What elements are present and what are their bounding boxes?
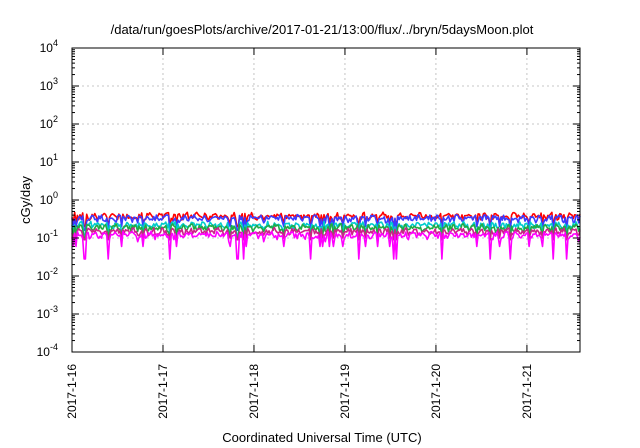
- x-tick-label: 2017-1-19: [338, 364, 352, 419]
- x-tick-label: 2017-1-16: [65, 364, 79, 419]
- x-axis-label: Coordinated Universal Time (UTC): [222, 430, 421, 445]
- series-layer: [71, 211, 581, 260]
- y-tick-label: 101: [40, 152, 58, 169]
- series-line-3: [71, 220, 581, 236]
- y-tick-label: 10-4: [37, 342, 58, 359]
- x-tick-label: 2017-1-17: [156, 364, 170, 419]
- y-axis-label: cGy/day: [18, 176, 33, 224]
- ticks: 10-4 10-3 10-2 10-1 100 101 102 103 104 2017-1-16…: [37, 38, 580, 419]
- x-tick-label: 2017-1-18: [247, 364, 261, 419]
- y-tick-label: 102: [40, 114, 58, 131]
- y-tick-label: 10-3: [37, 304, 58, 321]
- series-line-2: [71, 213, 581, 231]
- y-tick-label: 103: [40, 76, 58, 93]
- x-tick-label: 2017-1-21: [520, 364, 534, 419]
- y-tick-label: 104: [40, 38, 58, 55]
- series-line-6: [71, 230, 581, 260]
- grid: [72, 48, 580, 352]
- y-tick-label: 100: [40, 190, 58, 207]
- x-tick-label: 2017-1-20: [429, 364, 443, 419]
- y-tick-label: 10-2: [37, 266, 58, 283]
- y-tick-label: 10-1: [37, 228, 58, 245]
- chart-title: /data/run/goesPlots/archive/2017-01-21/1…: [111, 22, 534, 37]
